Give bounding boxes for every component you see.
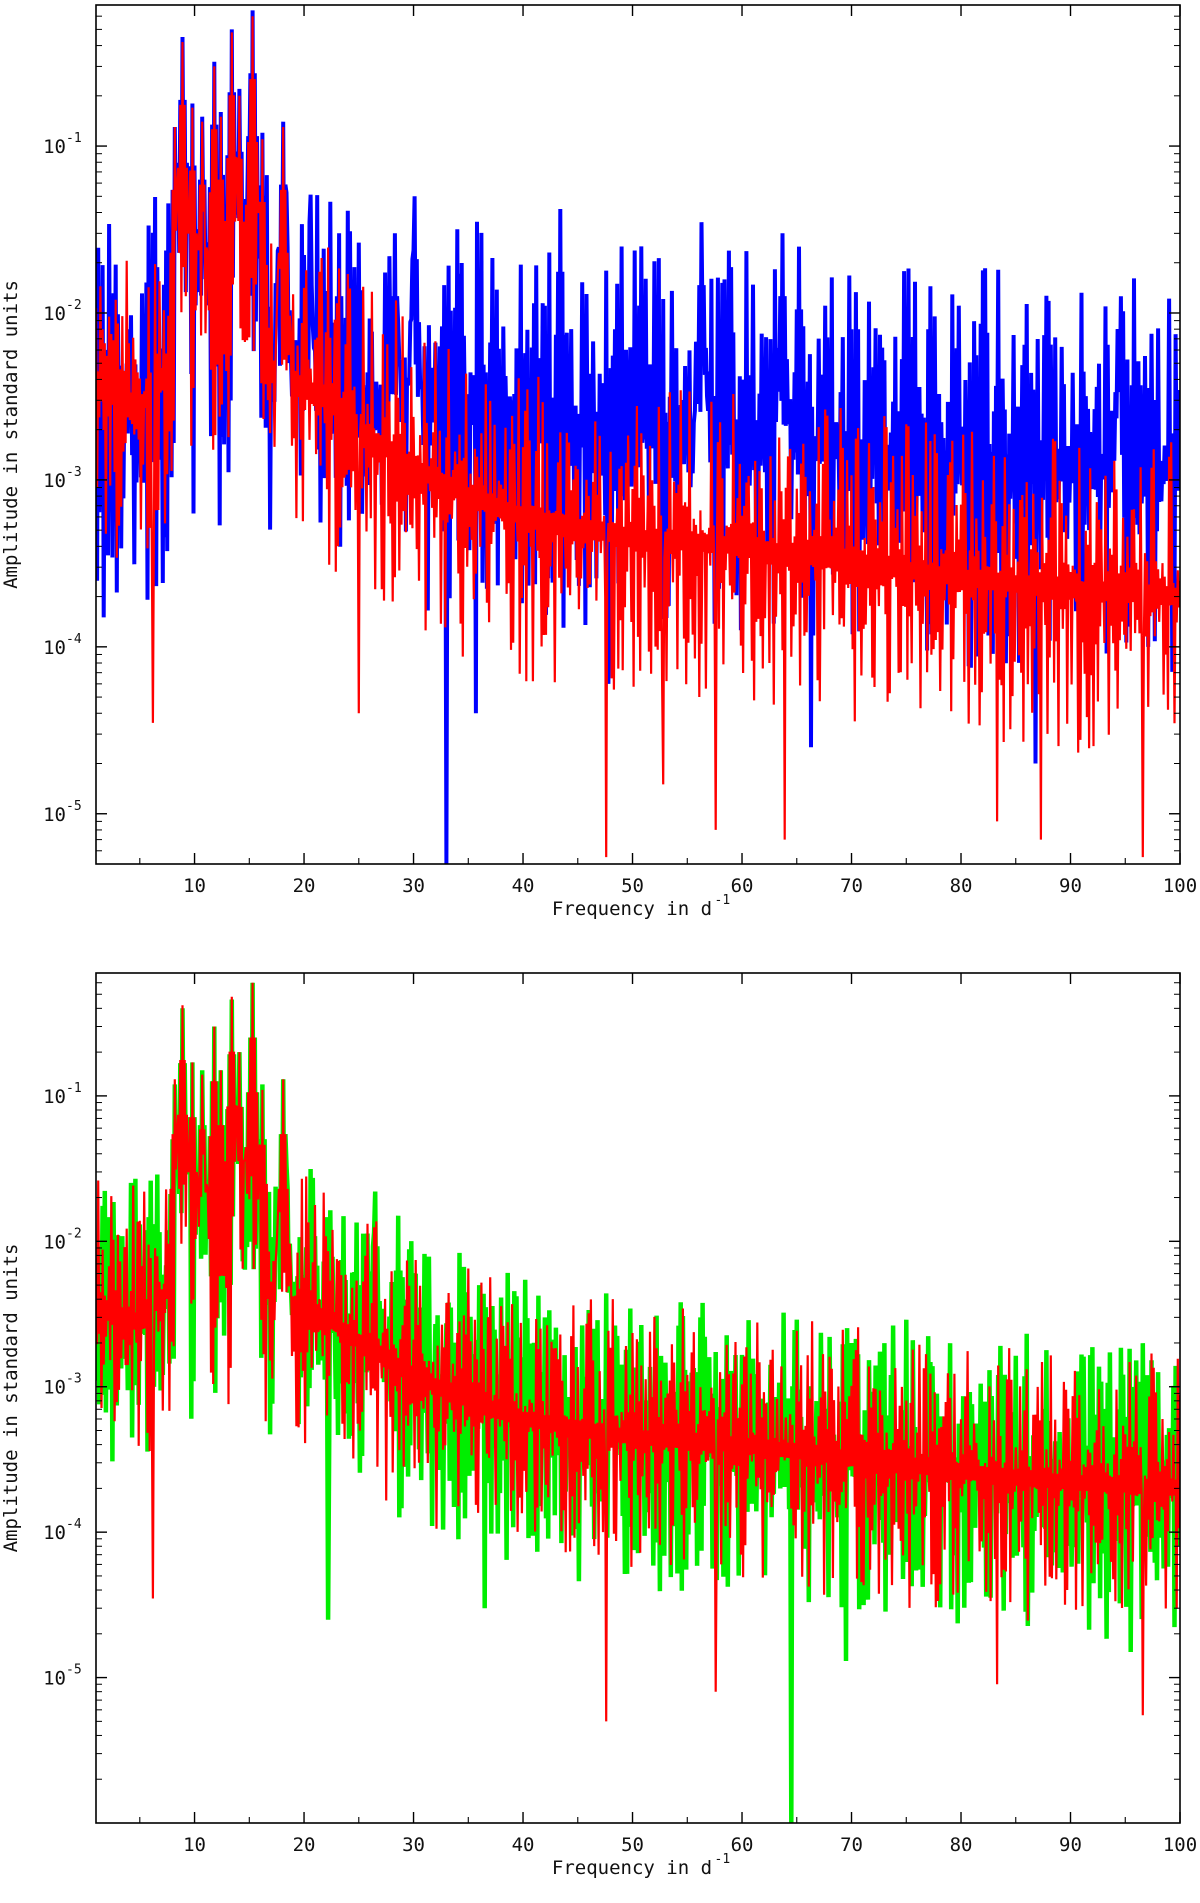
panel-bottom-x-axis-title: Frequency in d <box>552 1857 712 1879</box>
panel-bottom-x-tick-label: 100 <box>1163 1834 1197 1856</box>
panel-bottom-y-tick-label: 10 <box>43 1231 66 1253</box>
panel-bottom-y-tick-label: 10 <box>43 1522 66 1544</box>
panel-top-x-axis-title-exponent: -1 <box>715 893 731 908</box>
panel-bottom-frame <box>95 972 1181 1824</box>
panel-bottom-y-axis-title: Amplitude in standard units <box>0 1244 22 1553</box>
panel-bottom-x-tick-label: 60 <box>731 1834 754 1856</box>
panel-bottom-y-tick-exponent: -1 <box>66 1081 82 1096</box>
panel-bottom-x-tick-label: 50 <box>621 1834 644 1856</box>
panel-top-y-tick-label: 10 <box>43 470 66 492</box>
panel-top-x-tick-label: 20 <box>293 875 316 897</box>
panel-top-x-tick-label: 70 <box>840 875 863 897</box>
panel-bottom-x-tick-label: 40 <box>512 1834 535 1856</box>
panel-bottom-y-tick-exponent: -3 <box>66 1372 82 1387</box>
panel-bottom-y-tick-exponent: -4 <box>66 1517 82 1532</box>
series-red-spectrum-top--line <box>96 16 1180 858</box>
panel-top-x-tick-label: 50 <box>621 875 644 897</box>
panel-bottom-x-tick-label: 80 <box>950 1834 973 1856</box>
panel-bottom-y-tick-exponent: -2 <box>66 1226 82 1241</box>
panel-bottom-x-tick-label: 30 <box>402 1834 425 1856</box>
panel-top-x-tick-label: 40 <box>512 875 535 897</box>
panel-bottom-y-tick-label: 10 <box>43 1377 66 1399</box>
panel-top-x-tick-label: 60 <box>731 875 754 897</box>
panel-top-y-tick-exponent: -5 <box>66 799 82 814</box>
panel-top-y-tick-label: 10 <box>43 804 66 826</box>
panel-top-y-axis-title: Amplitude in standard units <box>0 280 22 589</box>
panel-top-x-tick-label: 30 <box>402 875 425 897</box>
panel-bottom-x-tick-label: 90 <box>1059 1834 1082 1856</box>
panel-top-y-tick-label: 10 <box>43 136 66 158</box>
panel-top-x-tick-label: 100 <box>1163 875 1197 897</box>
panel-top-y-tick-exponent: -4 <box>66 632 82 647</box>
panel-bottom-x-tick-label: 70 <box>840 1834 863 1856</box>
panel-top-x-axis-title: Frequency in d <box>552 898 712 920</box>
panel-top-x-tick-label: 10 <box>183 875 206 897</box>
panel-top-y-tick-exponent: -1 <box>66 131 82 146</box>
panel-bottom-x-tick-label: 10 <box>183 1834 206 1856</box>
series-red-spectrum-bottom--line <box>96 982 1180 1722</box>
panel-top-x-tick-label: 90 <box>1059 875 1082 897</box>
panel-top-y-tick-label: 10 <box>43 303 66 325</box>
panel-top-y-tick-label: 10 <box>43 637 66 659</box>
panel-bottom-y-tick-label: 10 <box>43 1086 66 1108</box>
panel-bottom-x-axis-title-exponent: -1 <box>715 1852 731 1867</box>
panel-top-x-tick-label: 80 <box>950 875 973 897</box>
panel-bottom-y-tick-exponent: -5 <box>66 1663 82 1678</box>
panel-bottom-y-tick-label: 10 <box>43 1668 66 1690</box>
panel-bottom-x-tick-label: 20 <box>293 1834 316 1856</box>
panel-top-y-tick-exponent: -3 <box>66 465 82 480</box>
panel-top-y-tick-exponent: -2 <box>66 298 82 313</box>
panel-top-frame <box>95 4 1181 865</box>
